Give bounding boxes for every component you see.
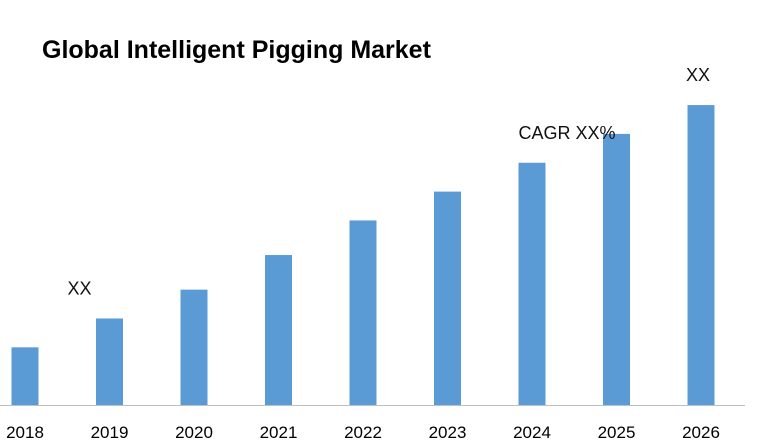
bar-2018 xyxy=(11,347,39,405)
chart-title: Global Intelligent Pigging Market xyxy=(42,36,432,64)
x-tick-label-2022: 2022 xyxy=(344,423,382,440)
bar-2020 xyxy=(180,289,208,405)
x-tick-labels: 2018 2019 2020 2021 2022 2023 2024 2025 2026 xyxy=(6,423,720,440)
x-tick-label-2025: 2025 xyxy=(598,423,636,440)
bar-2022 xyxy=(349,220,377,405)
x-tick-label-2020: 2020 xyxy=(175,423,213,440)
bar-2025 xyxy=(603,133,630,406)
annotation-2: XX xyxy=(686,65,710,85)
x-tick-label-2021: 2021 xyxy=(260,423,298,440)
bar-2019 xyxy=(96,318,123,405)
bar-2026 xyxy=(687,105,715,406)
x-tick-label-2023: 2023 xyxy=(429,423,467,440)
annotation-1: CAGR XX% xyxy=(518,123,615,143)
bar-2023 xyxy=(434,191,461,405)
x-tick-label-2019: 2019 xyxy=(91,423,129,440)
x-tick-label-2024: 2024 xyxy=(513,423,551,440)
x-tick-label-2018: 2018 xyxy=(6,423,44,440)
annotations: XX CAGR XX% XX xyxy=(67,65,710,298)
bar-2021 xyxy=(265,255,292,405)
x-tick-label-2026: 2026 xyxy=(682,423,720,440)
bars-group xyxy=(11,105,715,406)
annotation-0: XX xyxy=(67,278,91,298)
bar-2024 xyxy=(518,162,546,405)
